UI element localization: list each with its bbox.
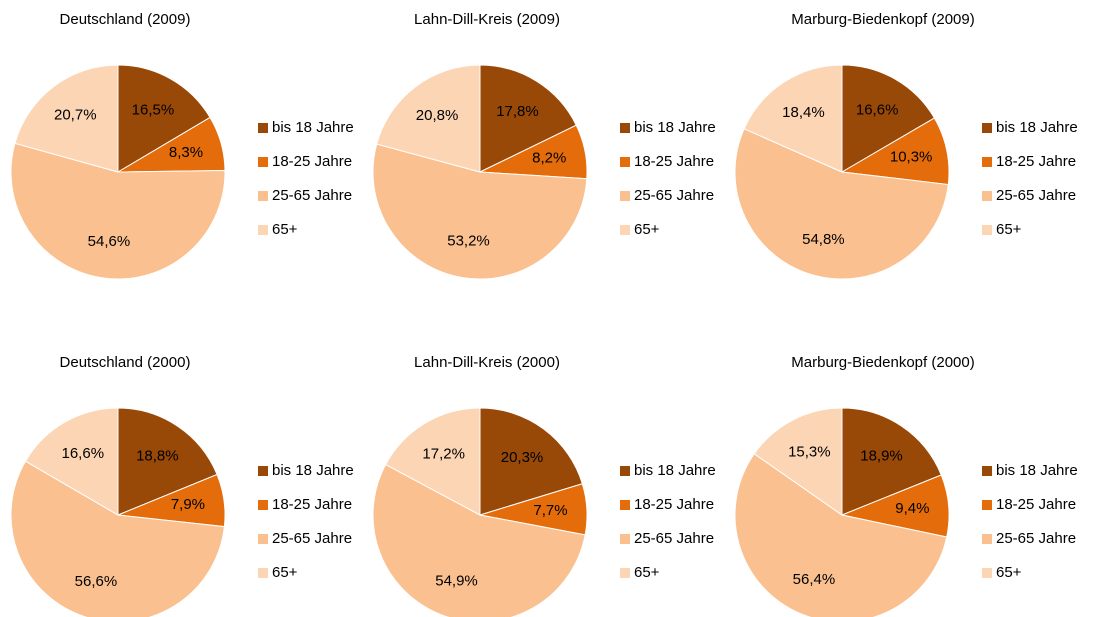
data-label: 54,8%: [802, 231, 845, 248]
data-label: 16,6%: [62, 445, 105, 462]
chart-title: Marburg-Biedenkopf (2000): [791, 354, 974, 371]
legend-swatch: [620, 534, 630, 544]
data-label: 53,2%: [447, 233, 490, 250]
data-label: 20,8%: [416, 107, 459, 124]
pie-slice: [734, 128, 949, 280]
chart-title: Lahn-Dill-Kreis (2009): [414, 11, 560, 28]
legend-swatch: [982, 568, 992, 578]
data-label: 15,3%: [788, 443, 831, 460]
legend-label: 18-25 Jahre: [634, 153, 714, 170]
legend-label: 25-65 Jahre: [634, 187, 714, 204]
data-label: 56,6%: [75, 573, 118, 590]
legend-swatch: [982, 191, 992, 201]
legend-label: 65+: [634, 564, 660, 581]
legend-label: bis 18 Jahre: [634, 119, 716, 136]
legend-swatch: [258, 157, 268, 167]
legend-swatch: [258, 191, 268, 201]
pie-slice: [841, 407, 942, 516]
legend-label: 65+: [272, 564, 298, 581]
legend-swatch: [620, 225, 630, 235]
legend-label: bis 18 Jahre: [272, 119, 354, 136]
pie-slice: [840, 117, 950, 186]
legend-label: 18-25 Jahre: [634, 496, 714, 513]
data-label: 8,2%: [532, 149, 566, 166]
data-label: 7,9%: [171, 496, 205, 513]
legend-label: bis 18 Jahre: [272, 462, 354, 479]
legend-swatch: [258, 225, 268, 235]
pie-slice: [479, 407, 583, 516]
pie-slice: [117, 407, 218, 516]
data-label: 20,7%: [54, 107, 97, 124]
legend-label: 65+: [996, 564, 1022, 581]
chart-title: Marburg-Biedenkopf (2009): [791, 11, 974, 28]
legend-swatch: [258, 123, 268, 133]
legend-label: bis 18 Jahre: [996, 462, 1078, 479]
legend-swatch: [982, 534, 992, 544]
legend-swatch: [258, 534, 268, 544]
data-label: 18,8%: [136, 447, 179, 464]
legend-label: 25-65 Jahre: [272, 530, 352, 547]
legend-label: 65+: [996, 221, 1022, 238]
legend-swatch: [982, 225, 992, 235]
data-label: 18,4%: [782, 104, 825, 121]
legend-swatch: [620, 157, 630, 167]
legend-swatch: [620, 500, 630, 510]
pie-slice: [841, 64, 936, 173]
legend-swatch: [982, 500, 992, 510]
data-label: 17,8%: [496, 103, 539, 120]
pie-slice: [24, 407, 119, 516]
pie-slice: [372, 463, 586, 617]
legend-swatch: [258, 466, 268, 476]
legend-label: 25-65 Jahre: [996, 187, 1076, 204]
legend-label: 18-25 Jahre: [272, 496, 352, 513]
data-label: 54,6%: [88, 233, 131, 250]
legend-label: 25-65 Jahre: [996, 530, 1076, 547]
legend-swatch: [982, 123, 992, 133]
pie-slice: [14, 64, 119, 173]
legend-label: 25-65 Jahre: [634, 530, 714, 547]
legend-label: 25-65 Jahre: [272, 187, 352, 204]
legend-label: 18-25 Jahre: [996, 496, 1076, 513]
legend-swatch: [982, 157, 992, 167]
pie-slice: [734, 453, 948, 617]
legend-label: 65+: [272, 221, 298, 238]
legend-swatch: [620, 123, 630, 133]
legend-swatch: [620, 466, 630, 476]
data-label: 16,6%: [856, 102, 899, 119]
data-label: 16,5%: [132, 102, 175, 119]
pie-slice: [372, 143, 588, 280]
pie-slice: [376, 64, 481, 173]
legend-label: 65+: [634, 221, 660, 238]
data-label: 54,9%: [435, 573, 478, 590]
pie-slice: [753, 407, 843, 516]
data-label: 9,4%: [895, 500, 929, 517]
legend-label: bis 18 Jahre: [996, 119, 1078, 136]
chart-title: Deutschland (2009): [60, 11, 191, 28]
legend-swatch: [620, 191, 630, 201]
legend-label: bis 18 Jahre: [634, 462, 716, 479]
data-label: 18,9%: [860, 447, 903, 464]
legend-label: 18-25 Jahre: [996, 153, 1076, 170]
pie-slice: [479, 64, 577, 173]
pie-slice: [743, 64, 843, 173]
pie-slice: [10, 142, 226, 280]
pie-slice: [384, 407, 481, 516]
pie-slice: [117, 64, 211, 173]
data-label: 17,2%: [422, 445, 465, 462]
data-label: 7,7%: [533, 502, 567, 519]
legend-swatch: [982, 466, 992, 476]
legend-swatch: [258, 568, 268, 578]
data-label: 56,4%: [793, 571, 836, 588]
chart-title: Deutschland (2000): [60, 354, 191, 371]
legend-swatch: [620, 568, 630, 578]
legend-label: 18-25 Jahre: [272, 153, 352, 170]
legend-swatch: [258, 500, 268, 510]
chart-title: Lahn-Dill-Kreis (2000): [414, 354, 560, 371]
data-label: 20,3%: [501, 449, 544, 466]
data-label: 8,3%: [169, 144, 203, 161]
data-label: 10,3%: [890, 149, 933, 166]
